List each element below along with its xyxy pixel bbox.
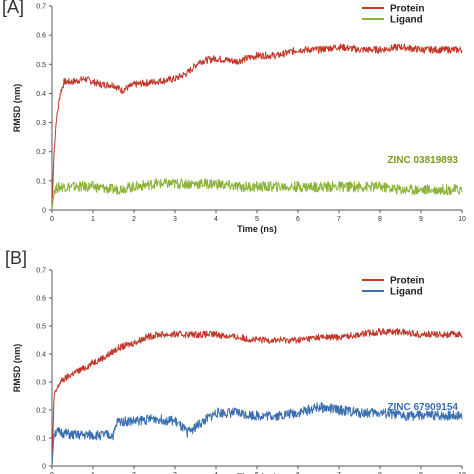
x-tick-label: 6 [296, 216, 300, 223]
series-line-ligand [51, 402, 463, 467]
panel-a: [A] 0 0.1 0.2 0.3 0.4 0.5 0.6 0.7 0 1 2 3 4 5 6 7 8 9 10 Tim… [2, 0, 466, 234]
x-tick-label: 9 [419, 216, 423, 223]
x-tick-label: 2 [132, 216, 136, 223]
y-tick-label: 0.2 [36, 149, 46, 156]
x-tick-label: 10 [458, 216, 466, 223]
x-tick-label: 3 [173, 216, 177, 223]
y-tick-label: 0.2 [36, 408, 46, 415]
legend-label: Ligand [390, 15, 423, 26]
y-tick-label: 0.5 [36, 324, 46, 331]
compound-annotation: ZINC 67909154 [387, 402, 458, 413]
panel-label: [B] [5, 248, 27, 268]
x-tick-label: 5 [255, 472, 259, 474]
y-tick-label: 0.1 [36, 178, 46, 185]
series-line-ligand [51, 178, 463, 211]
x-tick-label: 8 [378, 216, 382, 223]
y-tick-label: 0.7 [36, 268, 46, 275]
y-tick-label: 0 [42, 208, 46, 215]
x-tick-label: 4 [214, 472, 218, 474]
y-tick-label: 0.3 [36, 380, 46, 387]
y-tick-label: 0.7 [36, 4, 46, 11]
y-axis-title: RMSD (nm) [12, 344, 22, 393]
legend-label: Protein [390, 4, 424, 15]
y-tick-label: 0.1 [36, 436, 46, 443]
y-tick-label: 0.4 [36, 91, 46, 98]
x-tick-label: 4 [214, 216, 218, 223]
series-line-protein [51, 43, 463, 211]
x-tick-label: 6 [296, 472, 300, 474]
x-tick-label: 1 [91, 472, 95, 474]
x-tick-label: 0 [50, 216, 54, 223]
x-tick-label: 8 [378, 472, 382, 474]
x-tick-label: 10 [458, 472, 466, 474]
y-axis-title: RMSD (nm) [12, 84, 22, 133]
panel-label: [A] [2, 0, 24, 17]
legend-label: Ligand [390, 287, 423, 298]
legend-label: Protein [390, 276, 424, 287]
y-tick-label: 0.4 [36, 352, 46, 359]
compound-annotation: ZINC 03819893 [387, 155, 458, 166]
x-tick-label: 2 [132, 472, 136, 474]
panel-b: [B] 0 0.1 0.2 0.3 0.4 0.5 0.6 0.7 0 1 2 3 4 5 6 7 8 9 10 Tim… [5, 248, 466, 474]
y-tick-label: 0.3 [36, 120, 46, 127]
x-tick-label: 9 [419, 472, 423, 474]
y-tick-label: 0.5 [36, 62, 46, 69]
x-tick-label: 5 [255, 216, 259, 223]
y-tick-label: 0.6 [36, 33, 46, 40]
x-tick-label: 7 [337, 472, 341, 474]
x-tick-label: 3 [173, 472, 177, 474]
y-tick-label: 0.6 [36, 296, 46, 303]
series-line-protein [51, 327, 463, 467]
x-tick-label: 7 [337, 216, 341, 223]
x-axis-title: Time (ns) [237, 224, 277, 234]
x-tick-label: 1 [91, 216, 95, 223]
x-tick-label: 0 [50, 472, 54, 474]
x-axis-title: Time (ns) [237, 472, 277, 474]
y-tick-label: 0 [42, 464, 46, 471]
